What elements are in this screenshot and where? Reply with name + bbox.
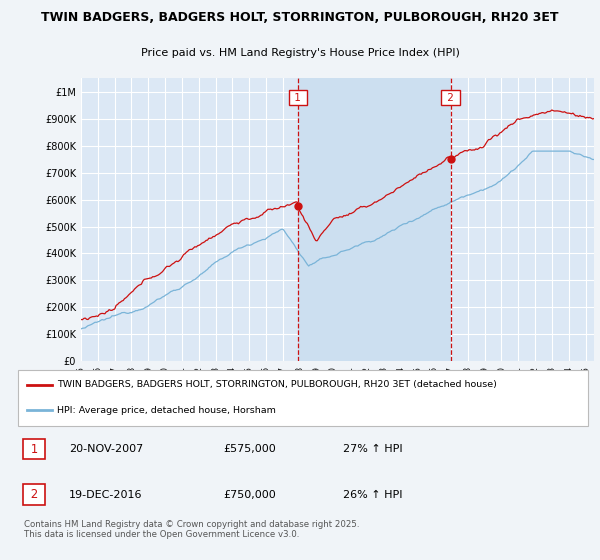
Text: 1: 1 [26, 442, 41, 456]
Text: 20-NOV-2007: 20-NOV-2007 [70, 444, 143, 454]
Text: 2: 2 [444, 92, 457, 102]
Text: £575,000: £575,000 [223, 444, 276, 454]
Text: £750,000: £750,000 [223, 489, 276, 500]
Text: 27% ↑ HPI: 27% ↑ HPI [343, 444, 403, 454]
Text: 19-DEC-2016: 19-DEC-2016 [70, 489, 143, 500]
FancyBboxPatch shape [18, 370, 588, 426]
Text: Contains HM Land Registry data © Crown copyright and database right 2025.
This d: Contains HM Land Registry data © Crown c… [24, 520, 359, 539]
Text: HPI: Average price, detached house, Horsham: HPI: Average price, detached house, Hors… [57, 406, 275, 415]
Bar [298, 78, 451, 361]
Text: Price paid vs. HM Land Registry's House Price Index (HPI): Price paid vs. HM Land Registry's House … [140, 48, 460, 58]
Text: TWIN BADGERS, BADGERS HOLT, STORRINGTON, PULBOROUGH, RH20 3ET (detached house): TWIN BADGERS, BADGERS HOLT, STORRINGTON,… [57, 380, 497, 389]
Text: TWIN BADGERS, BADGERS HOLT, STORRINGTON, PULBOROUGH, RH20 3ET: TWIN BADGERS, BADGERS HOLT, STORRINGTON,… [41, 11, 559, 24]
Text: 1: 1 [291, 92, 304, 102]
Text: 2: 2 [26, 488, 41, 501]
Text: 26% ↑ HPI: 26% ↑ HPI [343, 489, 403, 500]
